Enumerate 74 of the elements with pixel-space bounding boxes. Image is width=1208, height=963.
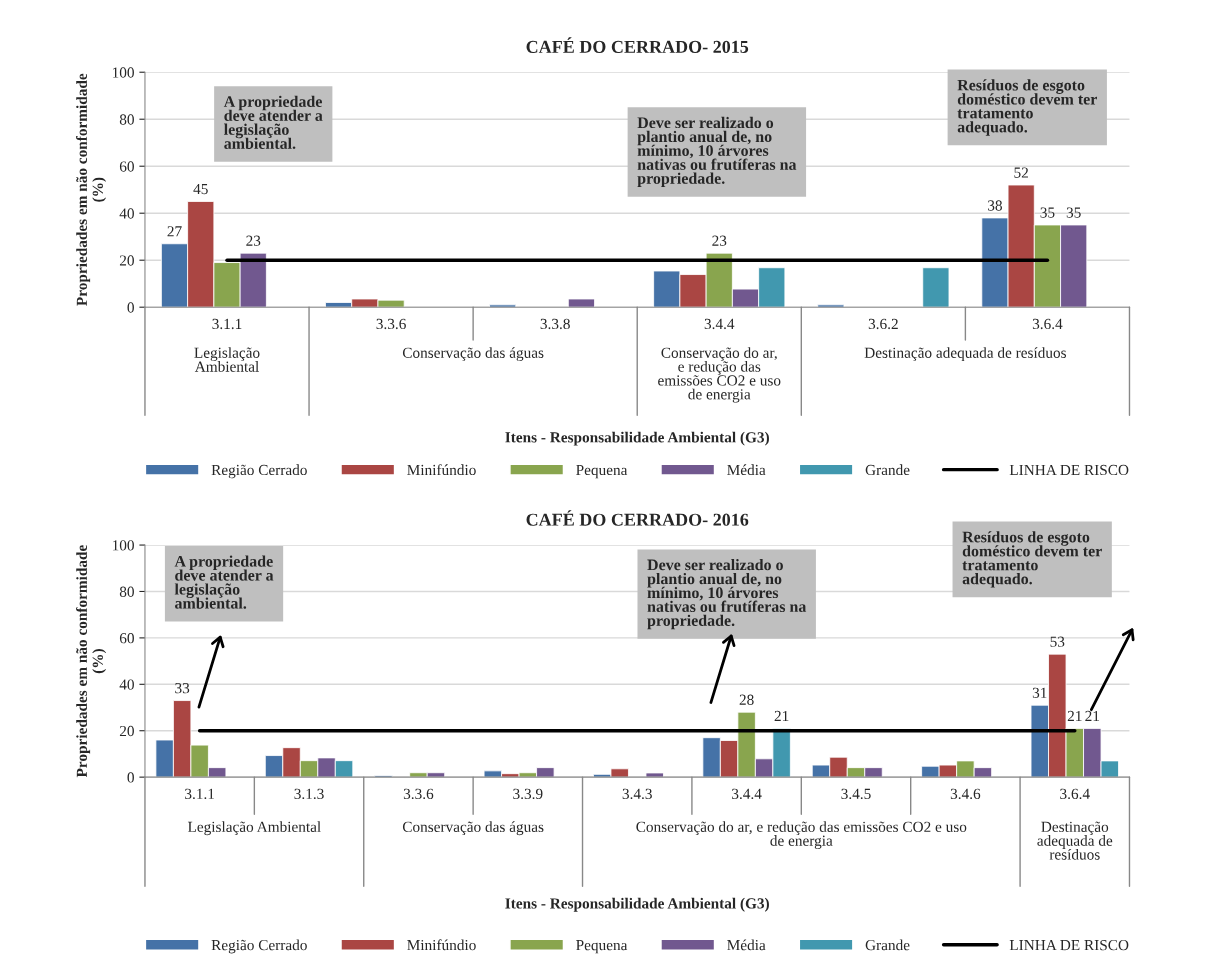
data-label: 21 xyxy=(1085,710,1100,721)
y-axis-title: Propriedades em não conformidade (%) xyxy=(76,73,107,306)
data-label: 31 xyxy=(1032,687,1047,698)
data-label: 45 xyxy=(193,183,208,195)
data-label: 23 xyxy=(712,235,727,246)
x-axis-title: Itens - Responsabilidade Ambiental (G3) xyxy=(505,431,769,446)
text: Destinação adequada de resíduos xyxy=(1037,821,1113,860)
x-tick-label: 3.3.6 xyxy=(376,318,406,330)
legend-label: Grande xyxy=(865,464,910,476)
data-label: 35 xyxy=(1040,207,1055,218)
annotation: Resíduos de esgoto doméstico devem ter tratamento adequado. xyxy=(962,531,1102,588)
annotation: A propriedade deve atender a legislação ambiental. xyxy=(223,95,323,149)
x-tick-label: 3.4.4 xyxy=(732,788,762,800)
x-tick-label: 3.3.9 xyxy=(513,788,543,800)
data-label: 21 xyxy=(1067,710,1082,721)
y-tick-label: 0 xyxy=(127,302,134,313)
annotation: A propriedade deve atender a legislação ambiental. xyxy=(174,555,274,609)
text: Legislação Ambiental xyxy=(187,821,321,836)
text: Conservação das águas xyxy=(402,347,544,362)
data-label: 21 xyxy=(774,710,789,721)
chart-title: CAFÉ DO CERRADO- 2015 xyxy=(526,37,749,53)
x-tick-label: 3.6.2 xyxy=(868,318,898,330)
data-label: 27 xyxy=(167,226,182,237)
y-tick-label: 40 xyxy=(119,679,134,690)
text: Destinação adequada de resíduos xyxy=(864,347,1067,362)
legend-label: Média xyxy=(727,939,766,951)
data-label: 33 xyxy=(175,683,190,694)
legend-label: Média xyxy=(727,464,766,476)
y-tick-label: 20 xyxy=(119,255,134,266)
y-tick-label: 60 xyxy=(119,633,134,644)
x-tick-label: 3.1.1 xyxy=(212,318,242,330)
data-label: 35 xyxy=(1066,207,1081,218)
data-label: 52 xyxy=(1014,167,1028,178)
y-tick-label: 80 xyxy=(119,114,134,125)
y-tick-label: 20 xyxy=(119,725,134,737)
y-axis-title: Propriedades em não conformidade (%) xyxy=(76,545,107,778)
y-tick-label: 60 xyxy=(119,161,134,172)
y-tick-label: 100 xyxy=(112,67,134,78)
y-tick-label: 100 xyxy=(112,540,134,551)
legend-label: Pequena xyxy=(576,940,628,954)
annotation: Deve ser realizado o plantio anual de, no mínimo, 10 árvores nativas ou frutíferas na propriedade. xyxy=(647,558,807,630)
y-tick-label: 40 xyxy=(119,208,134,219)
x-tick-label: 3.1.1 xyxy=(185,788,215,800)
legend-label: Região Cerrado xyxy=(211,464,307,479)
text: Conservação do ar, e redução das emissões CO2 e uso de energia xyxy=(636,821,967,849)
text: Conservação das águas xyxy=(402,821,544,836)
legend-label: Grande xyxy=(865,939,910,951)
chart-title: CAFÉ DO CERRADO- 2016 xyxy=(526,510,749,526)
x-axis-title: Itens - Responsabilidade Ambiental (G3) xyxy=(505,897,769,912)
legend-label: LINHA DE RISCO xyxy=(1009,464,1129,476)
legend-label: LINHA DE RISCO xyxy=(1009,940,1129,951)
legend-label: Minifúndio xyxy=(407,939,476,951)
x-tick-label: 3.3.6 xyxy=(403,788,434,800)
x-tick-label: 3.1.3 xyxy=(294,788,324,800)
text: Conservação do ar, e redução das emissões CO2 e uso de energia xyxy=(658,347,781,403)
x-tick-label: 3.4.3 xyxy=(622,788,652,800)
x-tick-label: 3.4.6 xyxy=(950,788,981,800)
data-label: 23 xyxy=(246,235,261,246)
x-tick-label: 3.6.4 xyxy=(1032,318,1063,330)
x-tick-label: 3.6.4 xyxy=(1060,788,1090,800)
legend-label: Pequena xyxy=(576,464,628,479)
annotation: Deve ser realizado o plantio anual de, no mínimo, 10 árvores nativas ou frutíferas na propriedade. xyxy=(637,116,797,188)
legend-label: Região Cerrado xyxy=(211,939,307,954)
data-label: 28 xyxy=(739,694,754,705)
annotation: Resíduos de esgoto doméstico devem ter tratamento adequado. xyxy=(957,79,1097,136)
x-tick-label: 3.3.8 xyxy=(540,318,570,330)
x-tick-label: 3.4.4 xyxy=(704,318,735,330)
y-tick-label: 0 xyxy=(127,772,134,783)
text: Legislação Ambiental xyxy=(194,347,260,372)
data-label: 38 xyxy=(988,200,1002,211)
y-tick-label: 80 xyxy=(119,586,134,597)
legend-label: Minifúndio xyxy=(407,464,476,476)
data-label: 53 xyxy=(1050,636,1065,647)
x-tick-label: 3.4.5 xyxy=(841,788,871,800)
